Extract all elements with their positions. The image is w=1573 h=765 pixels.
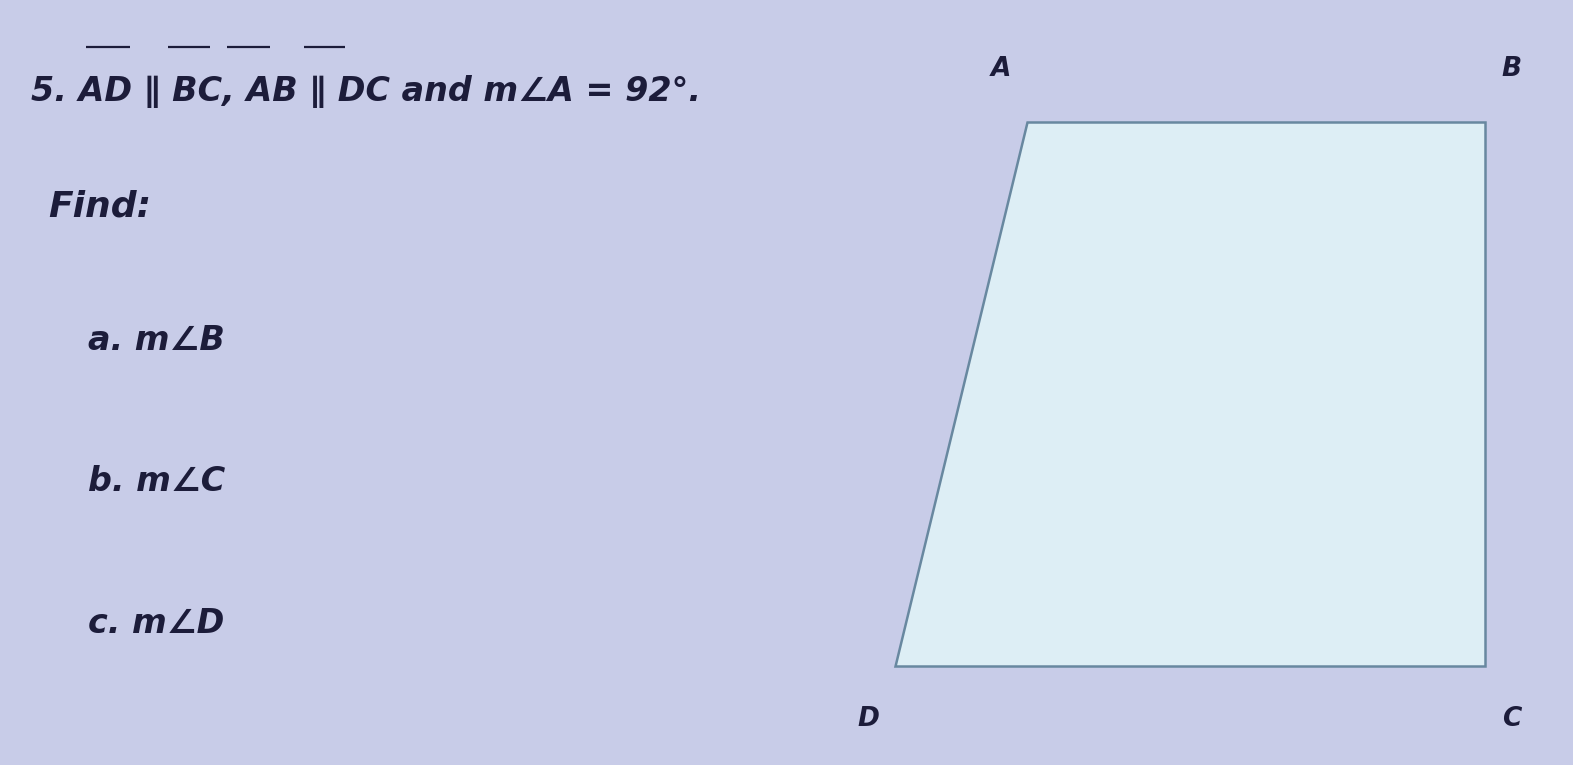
Text: Find:: Find: [49, 190, 151, 223]
Polygon shape [895, 122, 1485, 666]
Text: b. m∠C: b. m∠C [88, 465, 225, 499]
Text: c. m∠D: c. m∠D [88, 607, 225, 640]
Text: A: A [991, 56, 1010, 82]
Text: C: C [1502, 706, 1521, 732]
Text: a. m∠B: a. m∠B [88, 324, 225, 357]
Text: 5. AD ∥ BC, AB ∥ DC and m∠A = 92°.: 5. AD ∥ BC, AB ∥ DC and m∠A = 92°. [31, 75, 702, 109]
Text: D: D [857, 706, 879, 732]
Text: B: B [1501, 56, 1521, 82]
